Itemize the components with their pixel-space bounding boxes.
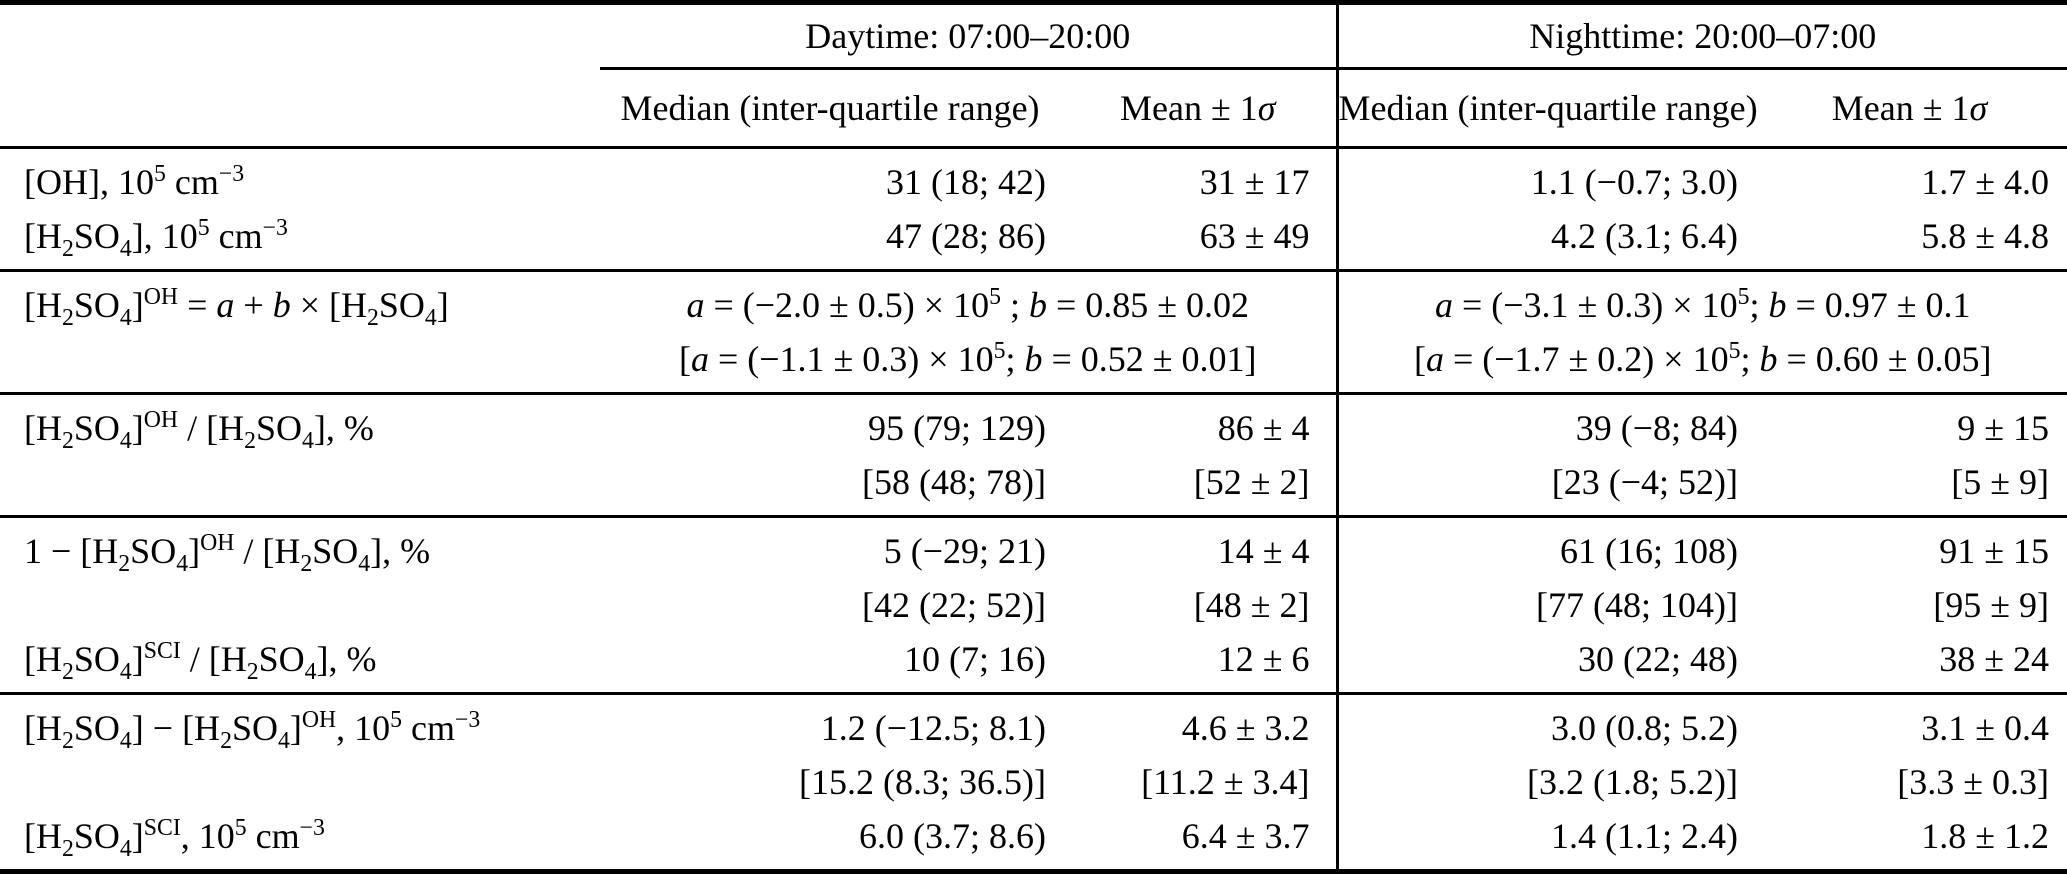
corner-cell	[0, 68, 600, 149]
row-label: [H2SO4]OH = a + b × [H2SO4]	[0, 269, 600, 394]
table-row: [15.2 (8.3; 36.5)] [11.2 ± 3.4] [3.2 (1.…	[0, 755, 2067, 809]
cell-night-mean: 1.7 ± 4.0	[1921, 162, 2049, 202]
cell-day-mean: 14 ± 4	[1060, 515, 1337, 578]
cell-night-mean: 38 ± 24	[1939, 639, 2049, 679]
row-label: [H2SO4]OH / [H2SO4], %	[0, 392, 600, 455]
cell-day-median: 5 (−29; 21)	[600, 515, 1060, 578]
row-label	[0, 455, 600, 517]
table-row: [H2SO4], 105 cm−3 47 (28; 86) 63 ± 49 4.…	[0, 209, 2067, 271]
cell-day-median: 47 (28; 86)	[886, 216, 1046, 256]
cell-day-mean: 6.4 ± 3.7	[1181, 816, 1310, 856]
cell-day-mean: 86 ± 4	[1060, 392, 1337, 455]
cell-day-median: 31 (18; 42)	[886, 162, 1046, 202]
cell-night-mean: [3.3 ± 0.3]	[1897, 762, 2049, 802]
cell-night-median: 4.2 (3.1; 6.4)	[1335, 209, 1752, 271]
cell-day-mean: 12 ± 6	[1217, 639, 1310, 679]
cell-night-fit-line2: [a = (−1.7 ± 0.2) × 105; b = 0.60 ± 0.05…	[1335, 332, 2067, 394]
cell-day-mean: [52 ± 2]	[1193, 462, 1310, 502]
cell-day-mean: 4.6 ± 3.2	[1060, 692, 1337, 755]
cell-day-mean: 63 ± 49	[1199, 216, 1310, 256]
section-non-oh-fraction: 1 − [H2SO4]OH / [H2SO4], % 5 (−29; 21) 1…	[0, 515, 2067, 694]
row-label: [H2SO4]SCI, 105 cm−3	[24, 815, 325, 863]
row-label	[0, 755, 600, 809]
cell-day-mean: [48 ± 2]	[1193, 585, 1310, 625]
row-label: [H2SO4]SCI / [H2SO4], %	[24, 638, 377, 686]
table-row: [a = (−1.1 ± 0.3) × 105; b = 0.52 ± 0.01…	[0, 332, 2067, 394]
cell-night-median: 39 (−8; 84)	[1335, 392, 1752, 455]
section-concentrations: [OH], 105 cm−3 31 (18; 42) 31 ± 17 1.1 (…	[0, 147, 2067, 271]
cell-night-median: [3.2 (1.8; 5.2)]	[1335, 755, 1752, 809]
table-row: 1 − [H2SO4]OH / [H2SO4], % 5 (−29; 21) 1…	[0, 515, 2067, 578]
cell-day-median: 1.2 (−12.5; 8.1)	[600, 692, 1060, 755]
table-row: [H2SO4]OH / [H2SO4], % 95 (79; 129) 86 ±…	[0, 392, 2067, 455]
table-row: [H2SO4] − [H2SO4]OH, 105 cm−3 1.2 (−12.5…	[0, 692, 2067, 755]
cell-night-fit-line1: a = (−3.1 ± 0.3) × 105; b = 0.97 ± 0.1	[1335, 269, 2067, 332]
cell-night-median: 1.1 (−0.7; 3.0)	[1335, 147, 1752, 209]
cell-day-median: [58 (48; 78)]	[862, 462, 1046, 502]
corner-cell	[0, 3, 600, 69]
col-header-day-mean: Mean ± 1σ	[1060, 68, 1337, 149]
table-row: [H2SO4]SCI, 105 cm−3 6.0 (3.7; 8.6) 6.4 …	[0, 809, 2067, 872]
cell-day-fit-line2: [a = (−1.1 ± 0.3) × 105; b = 0.52 ± 0.01…	[678, 338, 1257, 379]
row-label: [H2SO4], 105 cm−3	[24, 215, 288, 263]
table-header: Daytime: 07:00–20:00 Nighttime: 20:00–07…	[0, 2, 2067, 149]
cell-night-mean: 5.8 ± 4.8	[1921, 216, 2049, 256]
row-label	[0, 578, 600, 632]
cell-day-median: 95 (79; 129)	[600, 392, 1060, 455]
table-row: [H2SO4]OH = a + b × [H2SO4] a = (−2.0 ± …	[0, 269, 2067, 394]
col-header-night-mean: Mean ± 1σ	[1752, 68, 2067, 149]
col-header-day-median: Median (inter-quartile range)	[600, 68, 1060, 149]
cell-night-mean: 1.8 ± 1.2	[1921, 816, 2049, 856]
cell-night-median: [77 (48; 104)]	[1335, 578, 1752, 632]
cell-day-mean: 31 ± 17	[1199, 162, 1310, 202]
cell-night-median: 30 (22; 48)	[1335, 632, 1752, 694]
row-label: [OH], 105 cm−3	[24, 161, 245, 202]
table-row: [OH], 105 cm−3 31 (18; 42) 31 ± 17 1.1 (…	[0, 147, 2067, 209]
subheader-row: Median (inter-quartile range) Mean ± 1σ …	[0, 68, 2067, 149]
row-label: 1 − [H2SO4]OH / [H2SO4], %	[0, 515, 600, 578]
cell-night-median: [23 (−4; 52)]	[1335, 455, 1752, 517]
cell-day-median: 10 (7; 16)	[904, 639, 1046, 679]
table-row: [42 (22; 52)] [48 ± 2] [77 (48; 104)] [9…	[0, 578, 2067, 632]
col-group-daytime: Daytime: 07:00–20:00	[600, 2, 1337, 70]
row-label: [H2SO4] − [H2SO4]OH, 105 cm−3	[0, 692, 600, 755]
section-oh-fraction: [H2SO4]OH / [H2SO4], % 95 (79; 129) 86 ±…	[0, 392, 2067, 517]
table-row: [58 (48; 78)] [52 ± 2] [23 (−4; 52)] [5 …	[0, 455, 2067, 517]
cell-night-mean: [5 ± 9]	[1951, 462, 2049, 502]
title-row: Daytime: 07:00–20:00 Nighttime: 20:00–07…	[0, 2, 2067, 70]
cell-day-fit-line1: a = (−2.0 ± 0.5) × 105 ; b = 0.85 ± 0.02	[600, 269, 1337, 332]
cell-night-mean: 9 ± 15	[1752, 392, 2067, 455]
cell-night-median: 61 (16; 108)	[1335, 515, 1752, 578]
cell-night-mean: [95 ± 9]	[1933, 585, 2049, 625]
cell-day-mean: [11.2 ± 3.4]	[1141, 762, 1310, 802]
table-row: [H2SO4]SCI / [H2SO4], % 10 (7; 16) 12 ± …	[0, 632, 2067, 694]
section-regression: [H2SO4]OH = a + b × [H2SO4] a = (−2.0 ± …	[0, 269, 2067, 394]
cell-day-median: [42 (22; 52)]	[862, 585, 1046, 625]
cell-day-median: 6.0 (3.7; 8.6)	[859, 816, 1046, 856]
cell-night-median: 3.0 (0.8; 5.2)	[1335, 692, 1752, 755]
section-differences: [H2SO4] − [H2SO4]OH, 105 cm−3 1.2 (−12.5…	[0, 692, 2067, 872]
cell-night-mean: 91 ± 15	[1752, 515, 2067, 578]
cell-day-median: [15.2 (8.3; 36.5)]	[799, 762, 1046, 802]
col-header-night-median: Median (inter-quartile range)	[1335, 68, 1758, 149]
cell-night-mean: 3.1 ± 0.4	[1752, 692, 2067, 755]
cell-night-median: 1.4 (1.1; 2.4)	[1335, 809, 1752, 872]
col-group-nighttime: Nighttime: 20:00–07:00	[1335, 2, 2067, 70]
